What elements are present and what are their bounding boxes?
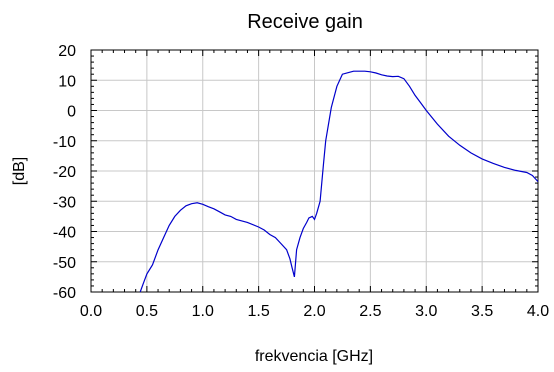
x-tick-label: 0.0 — [80, 303, 102, 320]
x-tick-label: 2.5 — [359, 303, 381, 320]
y-tick-label: -50 — [53, 255, 76, 272]
series-line-gain — [139, 70, 539, 293]
grid — [91, 50, 538, 292]
x-tick-label: 2.0 — [303, 303, 325, 320]
y-tick-label: 20 — [58, 43, 76, 60]
x-tick-label: 1.5 — [248, 303, 270, 320]
y-tick-label: -40 — [53, 225, 76, 242]
x-tick-label: 3.5 — [471, 303, 493, 320]
y-tick-label: -60 — [53, 285, 76, 302]
x-tick-labels: 0.0 0.5 1.0 1.5 2.0 2.5 3.0 3.5 4.0 — [80, 303, 549, 320]
y-tick-label: -30 — [53, 194, 76, 211]
y-tick-label: -20 — [53, 164, 76, 181]
y-tick-label: 10 — [58, 73, 76, 90]
x-tick-label: 0.5 — [136, 303, 158, 320]
y-axis-label: [dB] — [11, 157, 28, 185]
x-tick-label: 3.0 — [415, 303, 437, 320]
chart-title: Receive gain — [247, 11, 363, 33]
y-tick-label: 0 — [67, 104, 76, 121]
x-axis-label: frekvencia [GHz] — [255, 348, 373, 365]
x-tick-label: 4.0 — [527, 303, 549, 320]
y-tick-labels: 20 10 0 -10 -20 -30 -40 -50 -60 — [53, 43, 76, 302]
y-tick-label: -10 — [53, 134, 76, 151]
plot-frame — [90, 49, 539, 293]
x-tick-label: 1.0 — [192, 303, 214, 320]
